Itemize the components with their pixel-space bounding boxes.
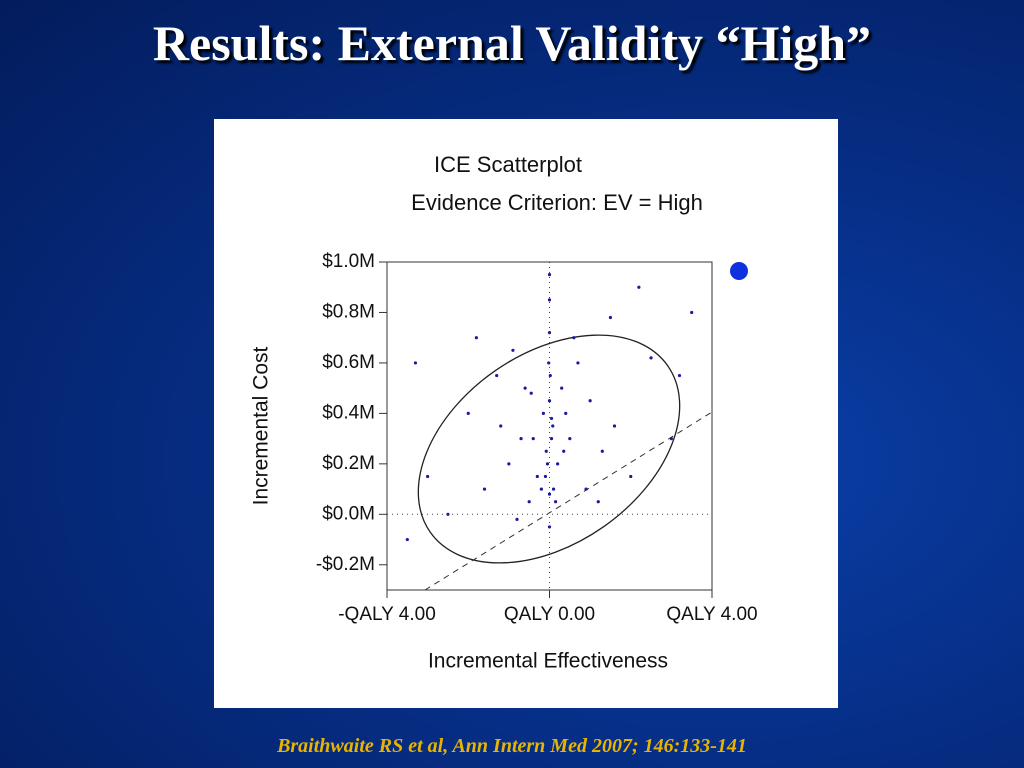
point [547, 273, 552, 277]
point [690, 310, 694, 315]
point [535, 474, 539, 479]
point [608, 315, 613, 320]
point [539, 487, 543, 491]
x-axis-label: Incremental Effectiveness [428, 650, 668, 673]
point [553, 500, 558, 504]
point [560, 386, 564, 390]
y-tick-label: $1.0M [322, 251, 375, 272]
x-tick-label: QALY 4.00 [666, 604, 757, 625]
point [549, 437, 554, 441]
point [527, 500, 531, 504]
point [588, 399, 592, 403]
point [548, 373, 552, 378]
y-tick-label: $0.0M [322, 503, 375, 524]
point [549, 416, 554, 421]
point [515, 517, 519, 521]
y-axis-label: Incremental Cost [250, 346, 273, 505]
point [405, 537, 409, 542]
point [568, 437, 572, 441]
point [556, 462, 560, 466]
y-tick-label: -$0.2M [316, 554, 375, 575]
point [551, 424, 555, 428]
chart-subtitle: Evidence Criterion: EV = High [411, 190, 703, 215]
point [544, 449, 548, 453]
point [482, 487, 487, 491]
point [529, 391, 533, 395]
point [543, 474, 548, 479]
point [547, 492, 552, 496]
point [545, 462, 550, 466]
point [547, 361, 551, 365]
y-tick-label: $0.6M [322, 352, 375, 373]
point [564, 411, 568, 415]
point [547, 298, 552, 302]
point [446, 512, 450, 516]
point [547, 399, 552, 403]
threshold-line [424, 411, 713, 591]
point [649, 356, 653, 360]
point [466, 411, 470, 415]
x-tick-label: -QALY 4.00 [338, 604, 436, 625]
point [600, 449, 604, 453]
point [531, 437, 535, 441]
y-tick-label: $0.2M [322, 453, 375, 474]
y-tick-label: $0.8M [322, 301, 375, 322]
point [519, 437, 523, 441]
point [629, 474, 633, 479]
point [576, 361, 580, 365]
point [547, 331, 552, 335]
y-tick-label: $0.4M [322, 402, 375, 423]
x-tick-label: QALY 0.00 [504, 604, 595, 625]
point [523, 386, 527, 390]
point [669, 437, 673, 441]
slide-title: Results: External Validity “High” [152, 15, 872, 71]
point [596, 500, 600, 504]
point [426, 474, 430, 479]
point [547, 525, 552, 529]
point [612, 424, 617, 428]
chart-background [214, 119, 838, 708]
point [551, 487, 556, 491]
point [474, 336, 478, 340]
point [562, 449, 566, 453]
point [541, 411, 546, 415]
point [584, 487, 588, 491]
confidence-ellipse [417, 334, 681, 564]
point [677, 373, 682, 378]
citation: Braithwaite RS et al, Ann Intern Med 200… [277, 735, 747, 757]
point [511, 348, 515, 352]
point [413, 361, 418, 365]
legend-marker [730, 262, 748, 280]
point [499, 424, 503, 428]
point [495, 373, 499, 378]
point [507, 462, 511, 466]
point [637, 285, 641, 289]
point [572, 336, 576, 340]
chart-title: ICE Scatterplot [434, 152, 582, 177]
